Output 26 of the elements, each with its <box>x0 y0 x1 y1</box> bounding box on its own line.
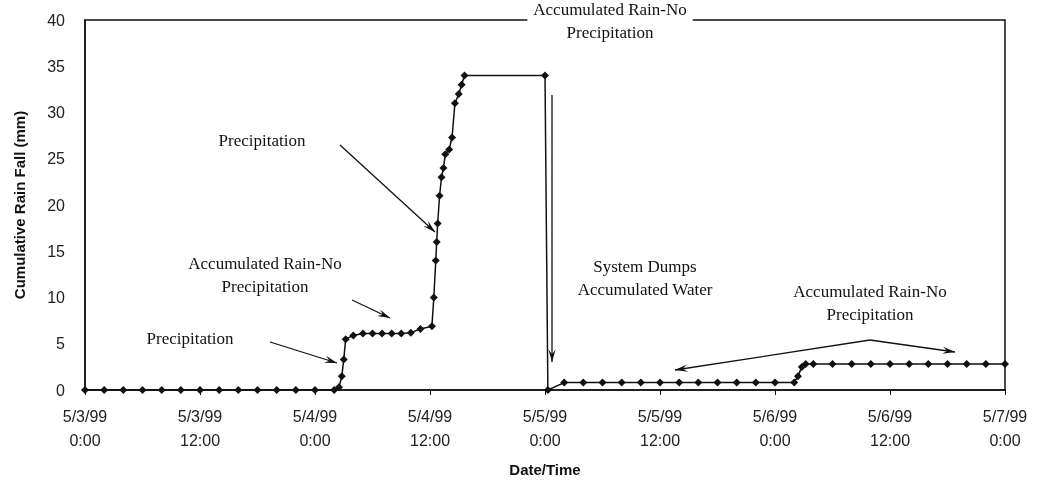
annotation: Accumulated Rain-No Precipitation <box>793 282 947 324</box>
y-tick-label: 35 <box>47 57 66 75</box>
x-tick-label: 5/4/99 0:00 <box>292 407 338 449</box>
x-tick-label: 5/5/99 0:00 <box>522 407 568 449</box>
x-axis-title: Date/Time <box>509 461 581 478</box>
annotation: System Dumps Accumulated Water <box>577 257 713 299</box>
x-tick-label: 5/3/99 0:00 <box>62 407 108 449</box>
x-tick-label: 5/3/99 12:00 <box>177 407 223 449</box>
x-tick-label: 5/6/99 0:00 <box>752 407 798 449</box>
y-tick-label: 10 <box>47 289 66 306</box>
annotation: Accumulated Rain-No Precipitation <box>188 254 342 296</box>
x-tick-label: 5/5/99 12:00 <box>637 407 683 449</box>
annotation: Precipitation <box>218 130 306 150</box>
y-tick-label: 40 <box>47 11 66 29</box>
x-tick-label: 5/6/99 12:00 <box>867 407 913 449</box>
annotation: Accumulated Rain-No Precipitation <box>533 0 687 42</box>
y-tick-label: 30 <box>47 104 66 121</box>
y-axis-title: Cumulative Rain Fall (mm) <box>11 110 28 300</box>
annotation: Precipitation <box>146 328 234 348</box>
y-tick-label: 15 <box>47 242 66 260</box>
y-tick-label: 20 <box>47 196 66 214</box>
x-tick-label: 5/7/99 0:00 <box>982 407 1028 449</box>
y-tick-label: 25 <box>47 150 66 168</box>
y-tick-label: 5 <box>56 335 66 353</box>
y-tick-label: 0 <box>56 381 66 399</box>
x-tick-label: 5/4/99 12:00 <box>407 407 453 449</box>
